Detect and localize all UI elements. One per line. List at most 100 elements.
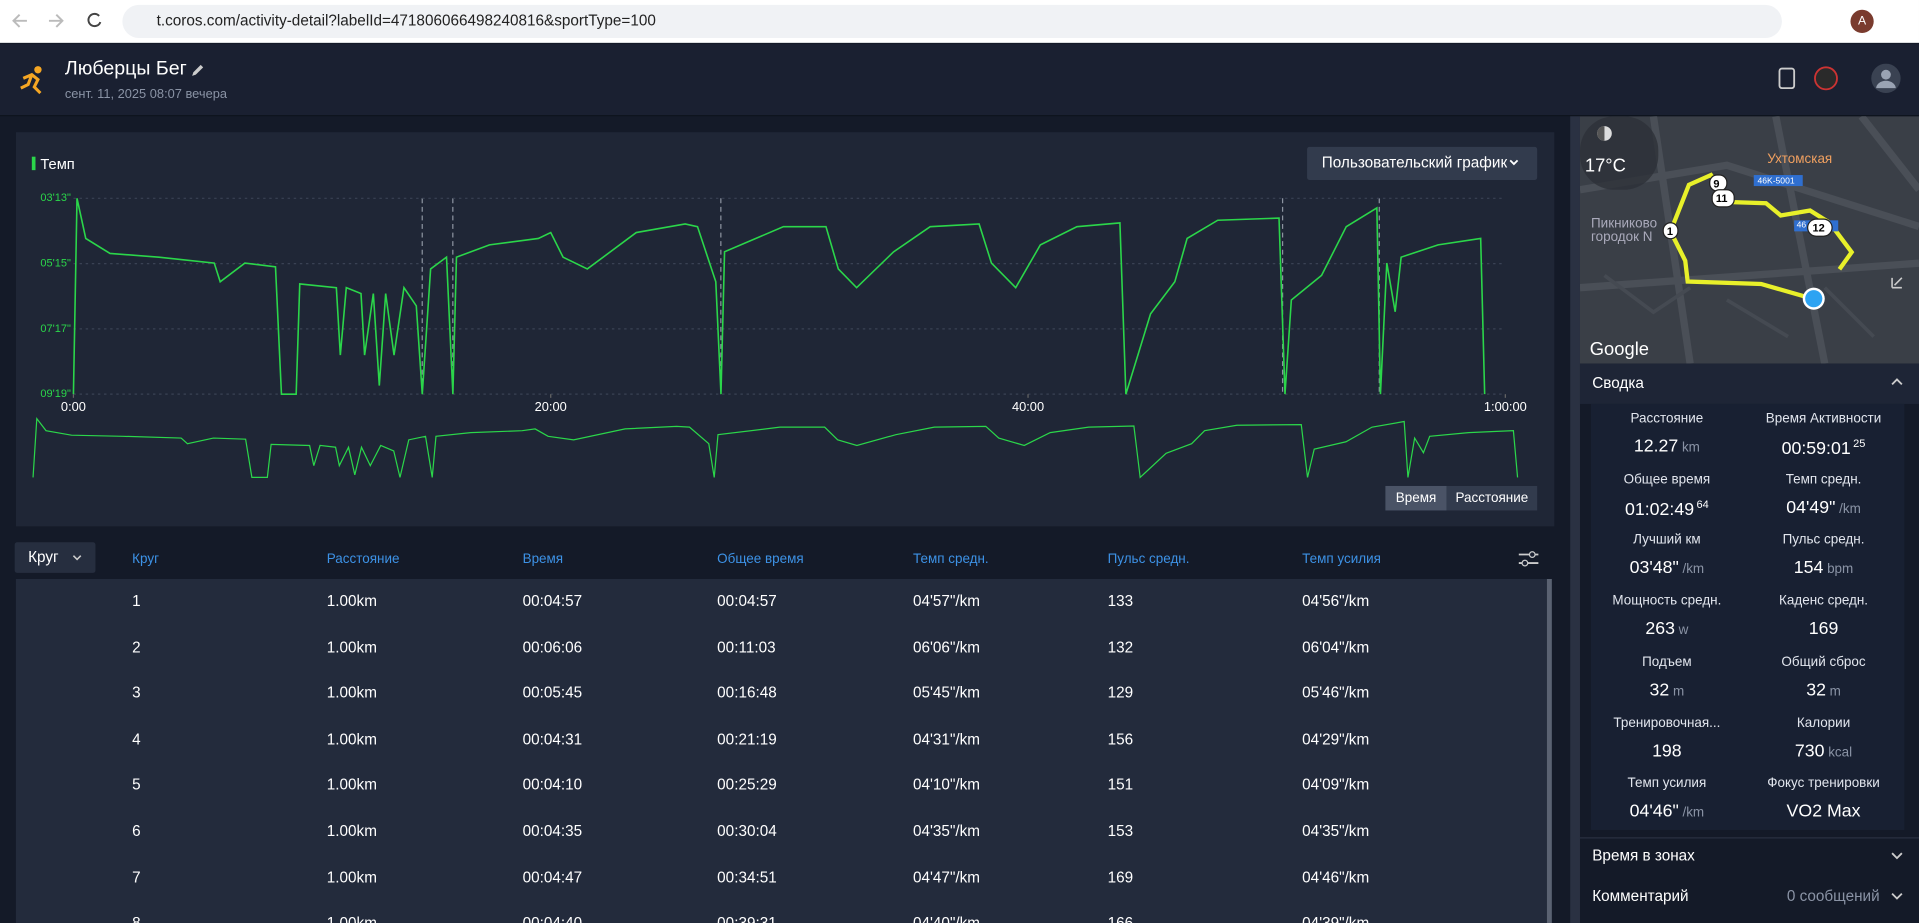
x-tick-label: 20:00 — [535, 399, 567, 414]
table-cell: 04'56"/km — [1302, 592, 1370, 610]
toggle-distance[interactable]: Расстояние — [1446, 485, 1538, 511]
table-cell: 04'46"/km — [1302, 868, 1370, 886]
route-map[interactable] — [1579, 116, 1919, 364]
table-cell: 00:16:48 — [717, 684, 777, 702]
table-cell: 06'06"/km — [912, 638, 981, 656]
column-header: Пульс средн. — [1107, 552, 1190, 567]
table-cell: 00:04:10 — [522, 776, 583, 794]
zones-title: Время в зонах — [1592, 847, 1695, 865]
stat-number: 00:59:01 — [1781, 439, 1851, 459]
column-header: Круг — [132, 552, 160, 567]
lap-filter-label: Круг — [28, 548, 59, 566]
app-header — [0, 44, 1919, 117]
table-cell: 04'57"/km — [912, 592, 981, 610]
stat-value: 198 — [1591, 741, 1743, 761]
collapse-caret[interactable] — [1890, 376, 1905, 388]
table-header: Круг Расстояние Время Общее время Темп средн… — [0, 552, 1542, 572]
x-tick-label: 40:00 — [1012, 399, 1044, 414]
stat-sup: 25 — [1853, 437, 1866, 450]
stat-value: VO2 Max — [1748, 802, 1900, 822]
export-button[interactable] — [1778, 67, 1796, 90]
back-button[interactable] — [12, 13, 27, 28]
edit-icon[interactable] — [190, 64, 205, 79]
stat-label: Общий сброс — [1781, 654, 1866, 670]
table-row[interactable]: 2 1.00km 00:06:06 00:11:03 06'06"/km 132 06'04… — [16, 625, 1548, 670]
toggle-time[interactable]: Время — [1385, 485, 1447, 511]
column-settings[interactable] — [1518, 550, 1540, 570]
table-row[interactable]: 4 1.00km 00:04:31 00:21:19 04'31"/km 156 04'29… — [16, 717, 1548, 762]
table-row[interactable]: 6 1.00km 00:04:35 00:30:04 04'35"/km 153 04'35… — [16, 809, 1548, 854]
stat-unit: w — [1678, 623, 1689, 638]
stat-label: Каденс средн. — [1779, 593, 1869, 609]
comments-title[interactable]: Комментарий — [1592, 887, 1689, 905]
table-cell: 04'40"/km — [913, 915, 980, 923]
table-cell: 153 — [1107, 822, 1134, 840]
overview-line — [32, 416, 1519, 479]
table-cell: 00:05:45 — [522, 684, 583, 702]
summary-header[interactable] — [1579, 363, 1919, 404]
table-cell: 4 — [132, 730, 141, 748]
table-row[interactable]: 3 1.00km 00:05:45 00:16:48 05'45"/km 129 05'46… — [16, 671, 1548, 716]
table-cell: 2 — [132, 638, 141, 656]
stat-value: 01:02:49 64 — [1591, 498, 1743, 520]
stat-unit: km — [1681, 440, 1700, 456]
stat-number: 12.27 — [1633, 437, 1679, 457]
stat-value: 169 — [1748, 620, 1900, 640]
stat-number: VO2 Max — [1786, 802, 1861, 822]
forward-button[interactable] — [48, 13, 64, 28]
stat-value: 32 m — [1591, 680, 1743, 700]
stat-number: 263 — [1645, 619, 1675, 640]
table-body: 1 1.00km 00:04:57 00:04:57 04'57"/km 133 04'56… — [15, 578, 1549, 923]
table-row[interactable]: 5 1.00km 00:04:10 00:25:29 04'10"/km 151 04'09… — [16, 763, 1548, 808]
table-cell: 04'35"/km — [912, 822, 981, 840]
table-cell: 1.00km — [326, 822, 377, 840]
table-cell: 133 — [1107, 592, 1134, 610]
stat-value: 154 bpm — [1748, 559, 1900, 579]
stat-unit: bpm — [1827, 562, 1854, 578]
map-place: Пикниково городок N — [1591, 216, 1658, 245]
expand-carets — [1891, 852, 1903, 900]
map-station: Ухтомская — [1767, 151, 1833, 167]
address-bar[interactable] — [122, 4, 1782, 38]
stat-unit: /km — [1839, 501, 1861, 517]
table-cell: 132 — [1107, 638, 1134, 656]
stat-label: Лучший км — [1633, 532, 1701, 548]
zones-row[interactable] — [1579, 837, 1919, 877]
table-row[interactable]: 8 1.00km 00:04:40 00:39:31 04'40"/km 166 04'39… — [16, 901, 1548, 923]
lap-filter[interactable] — [14, 542, 96, 573]
stat-sup: 64 — [1696, 497, 1709, 511]
stat-label: Пульс средн. — [1782, 532, 1865, 548]
stat-number: 01:02:49 — [1624, 500, 1695, 520]
stat-label: Темп усилия — [1627, 776, 1707, 791]
lap-pin: 9 — [1713, 177, 1720, 190]
legend-label[interactable]: Темп — [40, 155, 75, 173]
table-cell: 8 — [132, 915, 141, 923]
stat-label: Время Активности — [1765, 411, 1882, 426]
chart-dropdown[interactable] — [1307, 146, 1538, 180]
reload-button[interactable] — [87, 12, 102, 28]
table-cell: 129 — [1107, 684, 1134, 702]
activity-title[interactable]: Люберцы Бег — [64, 58, 187, 80]
table-cell: 04'35"/km — [1302, 822, 1370, 840]
profile-avatar[interactable]: A — [1850, 9, 1874, 34]
table-cell: 04'39"/km — [1302, 915, 1369, 923]
stat-number: 04'49" — [1786, 497, 1836, 518]
table-cell: 00:04:57 — [717, 592, 777, 610]
watch-button[interactable] — [1814, 66, 1838, 91]
stat-value: 12.27 km — [1591, 437, 1743, 457]
y-tick-label: 07'17" — [40, 323, 71, 335]
pace-line — [72, 198, 1486, 395]
table-row[interactable]: 7 1.00km 00:04:47 00:34:51 04'47"/km 169 04'46… — [16, 855, 1548, 900]
table-scrollbar[interactable] — [1546, 578, 1552, 923]
stat-label: Расстояние — [1630, 411, 1704, 426]
column-header: Расстояние — [326, 552, 400, 567]
nav-icons — [12, 12, 102, 28]
table-row[interactable]: 1 1.00km 00:04:57 00:04:57 04'57"/km 133 04'56… — [16, 579, 1548, 624]
column-header: Темп средн. — [912, 552, 989, 567]
stat-number: 730 — [1794, 741, 1825, 761]
table-cell: 04'10"/km — [912, 776, 981, 794]
x-tick-label: 0:00 — [61, 399, 86, 414]
table-cell: 166 — [1108, 915, 1134, 923]
